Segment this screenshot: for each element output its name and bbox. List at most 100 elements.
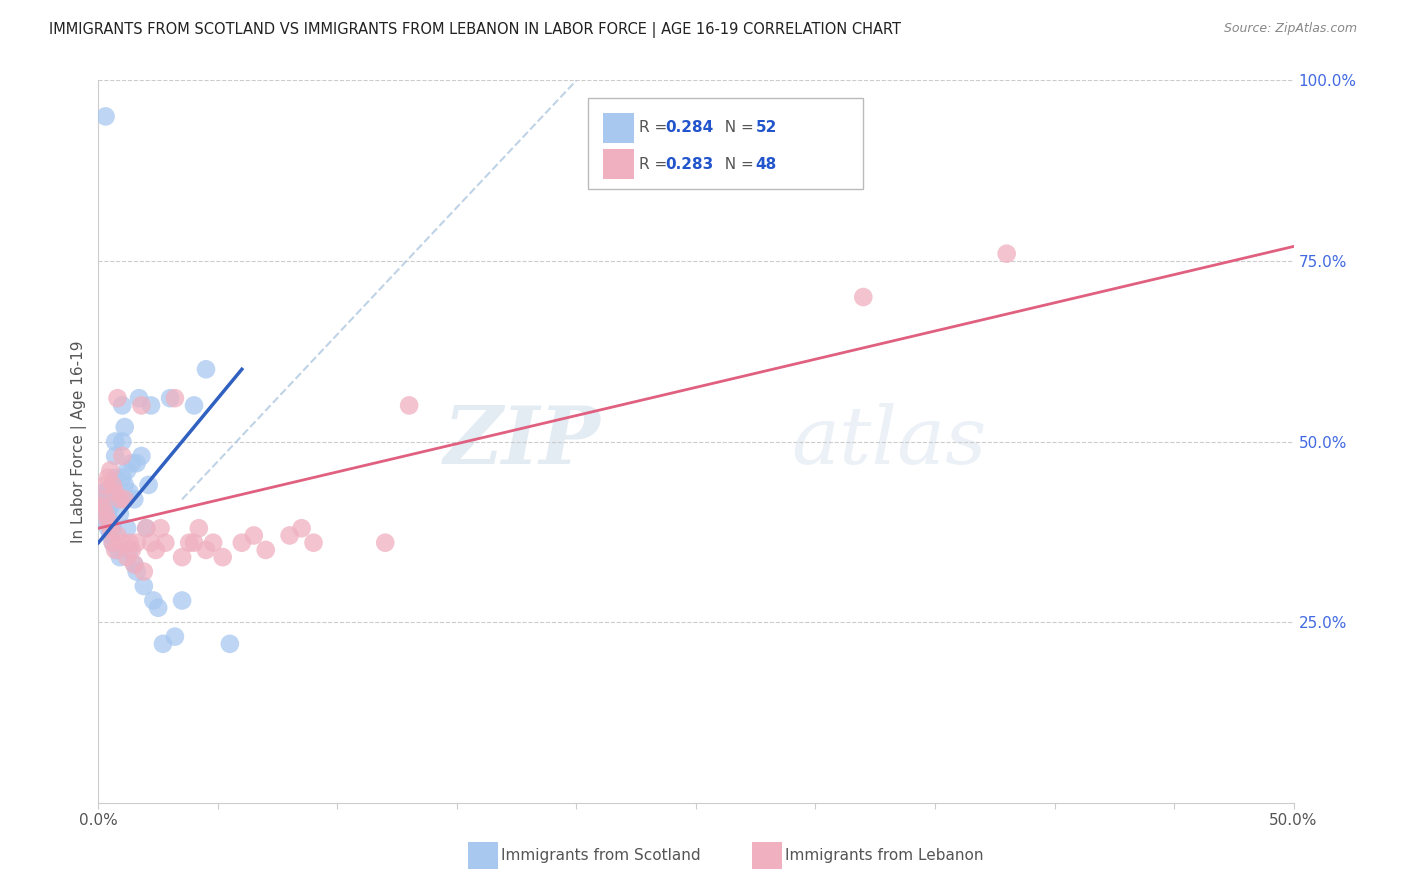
Point	[115, 550, 138, 565]
Point	[118, 535, 141, 549]
Point	[149, 521, 172, 535]
Point	[121, 542, 143, 557]
Point	[90, 500, 112, 514]
Text: Source: ZipAtlas.com: Source: ZipAtlas.com	[1223, 22, 1357, 36]
Point	[94, 485, 117, 500]
Point	[163, 630, 186, 644]
Point	[254, 542, 277, 557]
Point	[114, 420, 136, 434]
Point	[124, 492, 146, 507]
Point	[111, 470, 134, 484]
Point	[98, 528, 122, 542]
Point	[128, 391, 150, 405]
Point	[108, 550, 131, 565]
Point	[115, 521, 138, 535]
Point	[107, 492, 129, 507]
Point	[155, 535, 177, 549]
FancyBboxPatch shape	[589, 98, 863, 189]
Point	[195, 542, 218, 557]
Point	[172, 550, 194, 565]
Point	[125, 565, 148, 579]
Point	[163, 391, 186, 405]
Text: Immigrants from Lebanon: Immigrants from Lebanon	[785, 848, 983, 863]
Point	[118, 542, 141, 557]
Point	[114, 492, 136, 507]
Point	[231, 535, 253, 549]
Point	[111, 398, 134, 412]
Point	[148, 600, 170, 615]
Text: N =: N =	[716, 157, 759, 171]
Y-axis label: In Labor Force | Age 16-19: In Labor Force | Age 16-19	[72, 340, 87, 543]
Point	[202, 535, 225, 549]
Point	[90, 492, 112, 507]
Text: 52: 52	[756, 120, 778, 136]
Point	[91, 500, 114, 514]
Point	[101, 521, 124, 535]
Point	[98, 500, 122, 514]
Text: atlas: atlas	[792, 403, 987, 480]
Point	[107, 542, 129, 557]
Point	[145, 542, 167, 557]
Point	[104, 434, 127, 449]
Point	[219, 637, 242, 651]
Point	[132, 565, 155, 579]
Point	[104, 449, 127, 463]
Point	[101, 478, 124, 492]
Text: R =: R =	[638, 120, 672, 136]
Point	[195, 362, 218, 376]
Point	[104, 470, 127, 484]
Text: Immigrants from Scotland: Immigrants from Scotland	[501, 848, 700, 863]
Text: ZIP: ZIP	[443, 403, 600, 480]
Point	[91, 492, 114, 507]
Point	[187, 521, 209, 535]
Point	[135, 521, 157, 535]
Point	[291, 521, 314, 535]
Point	[138, 478, 160, 492]
Point	[104, 542, 127, 557]
Point	[302, 535, 325, 549]
Point	[101, 535, 124, 549]
Point	[121, 456, 143, 470]
Point	[172, 593, 194, 607]
Point	[98, 463, 122, 477]
Point	[183, 398, 205, 412]
Point	[94, 507, 117, 521]
Point	[142, 593, 165, 607]
Point	[98, 521, 122, 535]
Point	[183, 535, 205, 549]
Point	[91, 485, 114, 500]
Point	[124, 558, 146, 572]
Point	[243, 528, 266, 542]
Point	[111, 535, 134, 549]
Point	[131, 398, 153, 412]
Point	[101, 535, 124, 549]
Point	[118, 485, 141, 500]
Point	[94, 478, 117, 492]
Point	[278, 528, 301, 542]
Point	[374, 535, 396, 549]
Point	[179, 535, 201, 549]
Text: 48: 48	[756, 157, 778, 171]
Point	[94, 514, 117, 528]
Point	[97, 470, 120, 484]
Text: 0.284: 0.284	[665, 120, 713, 136]
Point	[97, 507, 120, 521]
Point	[152, 637, 174, 651]
Point	[995, 246, 1018, 260]
FancyBboxPatch shape	[603, 112, 634, 143]
Point	[159, 391, 181, 405]
Point	[97, 492, 120, 507]
Point	[398, 398, 420, 412]
Point	[139, 398, 162, 412]
Point	[108, 507, 131, 521]
Point	[124, 558, 146, 572]
Point	[97, 521, 120, 535]
Point	[107, 528, 129, 542]
Point	[135, 521, 157, 535]
FancyBboxPatch shape	[603, 149, 634, 179]
Point	[114, 478, 136, 492]
Point	[104, 485, 127, 500]
Point	[125, 535, 148, 549]
Point	[115, 463, 138, 477]
Point	[107, 391, 129, 405]
